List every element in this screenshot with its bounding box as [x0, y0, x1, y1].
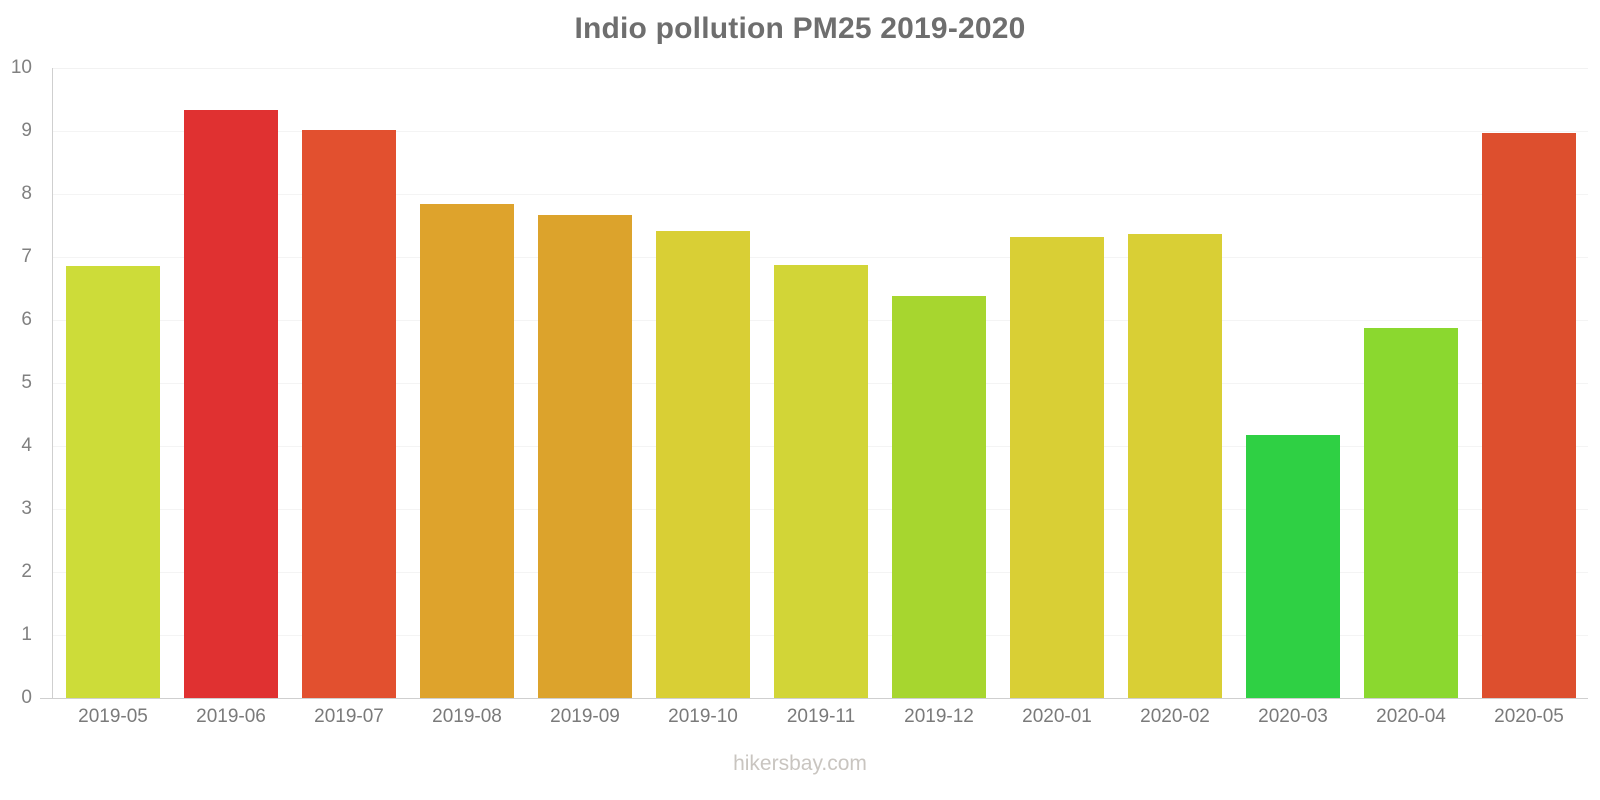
bar-2020-05[interactable]	[1481, 132, 1577, 698]
bar-slot[interactable]	[183, 68, 279, 698]
bar-2020-04[interactable]	[1363, 328, 1459, 698]
x-axis-ticks: 2019-05 2019-06 2019-07 2019-08 2019-09 2019-…	[54, 706, 1588, 740]
bar-2019-05[interactable]	[65, 266, 161, 698]
gridline-9	[52, 131, 1588, 132]
x-tick-label: 2020-04	[1376, 706, 1446, 727]
bar-series	[54, 68, 1588, 698]
y-tick-label: 4	[21, 435, 32, 456]
x-tick-label: 2019-10	[668, 706, 738, 727]
bar-slot[interactable]	[1481, 68, 1577, 698]
bar-2019-07[interactable]	[301, 130, 397, 698]
bar-2019-06[interactable]	[183, 110, 279, 698]
x-tick-label: 2020-02	[1140, 706, 1210, 727]
gridline-10	[52, 68, 1588, 69]
x-tick-label: 2020-05	[1494, 706, 1564, 727]
y-tick-label: 5	[21, 372, 32, 393]
bar-2020-03[interactable]	[1245, 435, 1341, 698]
bar-2019-12[interactable]	[891, 296, 987, 698]
x-tick-label: 2019-09	[550, 706, 620, 727]
bar-slot[interactable]	[419, 68, 515, 698]
x-tick-label: 2019-11	[786, 706, 856, 727]
footer-credit: hikersbay.com	[733, 752, 867, 775]
bar-slot[interactable]	[1363, 68, 1459, 698]
x-tick-label: 2019-12	[904, 706, 974, 727]
y-tick-label: 9	[21, 120, 32, 141]
bar-2019-08[interactable]	[419, 204, 515, 698]
y-tick-label: 1	[21, 624, 32, 645]
y-tick-label: 0	[21, 687, 32, 708]
x-tick-label: 2019-08	[432, 706, 502, 727]
x-tick-label: 2019-05	[78, 706, 148, 727]
y-tick-label: 6	[21, 309, 32, 330]
y-tick-label: 3	[21, 498, 32, 519]
x-tick-label: 2020-01	[1022, 706, 1092, 727]
gridline-8	[52, 194, 1588, 195]
bar-slot[interactable]	[537, 68, 633, 698]
y-tick-label: 7	[21, 246, 32, 267]
bar-2019-11[interactable]	[773, 264, 869, 698]
bar-slot[interactable]	[65, 68, 161, 698]
y-tick-label: 2	[21, 561, 32, 582]
bar-slot[interactable]	[301, 68, 397, 698]
x-tick-label: 2019-06	[196, 706, 266, 727]
gridline-7	[52, 257, 1588, 258]
bar-2020-02[interactable]	[1127, 234, 1223, 698]
bar-slot[interactable]	[655, 68, 751, 698]
bar-2019-09[interactable]	[537, 214, 633, 698]
y-axis-line	[52, 68, 53, 698]
y-axis-ticks: 0 1 2 3 4 5 6 7 8 9 10	[0, 57, 44, 708]
bar-2020-01[interactable]	[1009, 236, 1105, 698]
x-tick-label: 2019-07	[314, 706, 384, 727]
chart-title: Indio pollution PM25 2019-2020	[574, 12, 1026, 45]
bar-2019-10[interactable]	[655, 230, 751, 698]
y-tick-label: 8	[21, 183, 32, 204]
x-tick-label: 2020-03	[1258, 706, 1328, 727]
bar-slot[interactable]	[1127, 68, 1223, 698]
bar-slot[interactable]	[773, 68, 869, 698]
bar-slot[interactable]	[1009, 68, 1105, 698]
bar-slot[interactable]	[1245, 68, 1341, 698]
bar-slot[interactable]	[891, 68, 987, 698]
x-axis-line	[40, 698, 1588, 699]
y-tick-label: 10	[10, 57, 32, 78]
